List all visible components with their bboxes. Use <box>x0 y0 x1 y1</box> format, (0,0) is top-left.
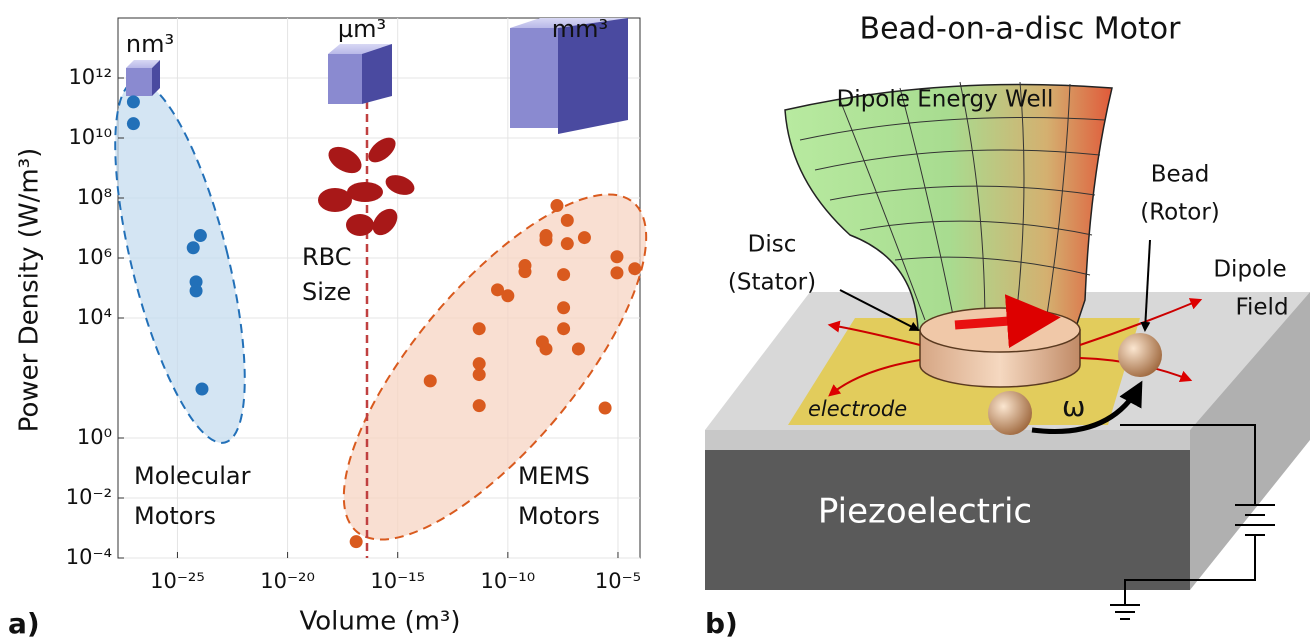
annotation: Molecular <box>134 462 251 490</box>
point <box>518 259 531 272</box>
figure: 10¹² 10¹⁰ 10⁸ 10⁶ 10⁴ 10⁰ 10⁻² 10⁻⁴ 10⁻²⁵ 10⁻²⁰ 10… <box>0 0 1310 642</box>
point <box>195 382 208 395</box>
point <box>550 199 563 212</box>
point <box>628 262 641 275</box>
y-tick-label: 10⁻² <box>66 485 112 509</box>
label: Piezoelectric <box>818 492 1032 532</box>
point <box>610 266 623 279</box>
y-tick-label: 10⁰ <box>77 425 112 449</box>
y-tick-label: 10⁻⁴ <box>66 545 112 569</box>
x-tick-label: 10⁻⁵ <box>595 569 641 593</box>
cube-label: nm³ <box>126 30 174 58</box>
x-tick-label: 10⁻¹⁰ <box>481 569 536 593</box>
y-tick-label: 10⁶ <box>77 245 112 269</box>
label: Disc <box>748 232 797 258</box>
x-tick-label: 10⁻²⁵ <box>150 569 205 593</box>
point <box>540 342 553 355</box>
y-axis-label: Power Density (W/m³) <box>15 148 45 433</box>
disc-top <box>920 308 1080 352</box>
point <box>473 399 486 412</box>
point <box>561 214 574 227</box>
x-tick-label: 10⁻²⁰ <box>260 569 315 593</box>
cube-label: µm³ <box>338 15 386 43</box>
point <box>501 289 514 302</box>
point <box>194 229 207 242</box>
label: ω <box>1062 390 1085 423</box>
y-tick-label: 10¹⁰ <box>68 125 112 149</box>
point <box>557 301 570 314</box>
point <box>127 95 140 108</box>
point <box>540 229 553 242</box>
point <box>127 117 140 130</box>
label: Bead <box>1151 162 1210 188</box>
y-tick-label: 10¹² <box>68 65 112 89</box>
slab-front <box>705 430 1190 450</box>
point <box>578 231 591 244</box>
cube-label: mm³ <box>552 15 608 43</box>
page: {"chart_data":{"type":"scatter","xlabel"… <box>0 0 1310 642</box>
point <box>610 250 623 263</box>
label: Dipole Energy Well <box>837 87 1054 113</box>
label: (Stator) <box>728 270 816 296</box>
bead <box>988 391 1032 435</box>
label: Dipole <box>1213 257 1286 283</box>
y-tick-label: 10⁸ <box>77 185 112 209</box>
chart-panel: 10¹² 10¹⁰ 10⁸ 10⁶ 10⁴ 10⁰ 10⁻² 10⁻⁴ 10⁻²⁵ 10⁻²⁰ 10… <box>8 15 694 640</box>
point <box>572 342 585 355</box>
panel-label: b) <box>705 607 738 640</box>
point <box>561 237 574 250</box>
annotation: Motors <box>134 502 216 530</box>
x-axis-label: Volume (m³) <box>299 607 460 637</box>
label: (Rotor) <box>1140 200 1220 226</box>
point <box>187 241 200 254</box>
point <box>473 357 486 370</box>
panel-label: a) <box>8 607 40 640</box>
annotation: MEMS <box>518 462 590 490</box>
diagram-panel: Bead-on-a-disc Motor Dipole Energy Well … <box>705 12 1310 641</box>
point <box>557 268 570 281</box>
x-tick-label: 10⁻¹⁵ <box>370 569 425 593</box>
diagram-title: Bead-on-a-disc Motor <box>860 12 1182 47</box>
point <box>599 402 612 415</box>
annotation: Motors <box>518 502 600 530</box>
y-tick-label: 10⁴ <box>77 305 112 329</box>
point <box>557 322 570 335</box>
label: electrode <box>808 397 907 421</box>
bead <box>1118 333 1162 377</box>
point <box>473 322 486 335</box>
point <box>424 374 437 387</box>
point <box>190 284 203 297</box>
annotation: RBC <box>302 243 351 271</box>
label: Field <box>1235 295 1288 321</box>
point <box>350 535 363 548</box>
annotation: Size <box>302 278 351 306</box>
